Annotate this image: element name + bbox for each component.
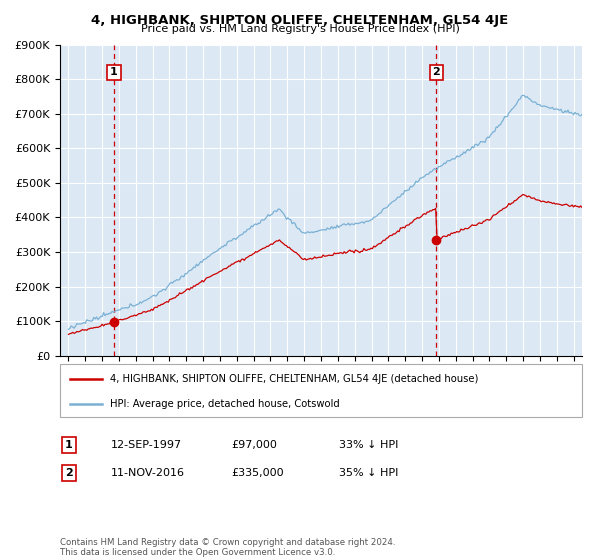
Text: 2: 2 xyxy=(433,67,440,77)
Text: 4, HIGHBANK, SHIPTON OLIFFE, CHELTENHAM, GL54 4JE (detached house): 4, HIGHBANK, SHIPTON OLIFFE, CHELTENHAM,… xyxy=(110,374,478,384)
Text: 2: 2 xyxy=(65,468,73,478)
Text: 35% ↓ HPI: 35% ↓ HPI xyxy=(339,468,398,478)
Text: 11-NOV-2016: 11-NOV-2016 xyxy=(111,468,185,478)
Text: 12-SEP-1997: 12-SEP-1997 xyxy=(111,440,182,450)
Text: 33% ↓ HPI: 33% ↓ HPI xyxy=(339,440,398,450)
FancyBboxPatch shape xyxy=(60,364,582,417)
Text: Contains HM Land Registry data © Crown copyright and database right 2024.
This d: Contains HM Land Registry data © Crown c… xyxy=(60,538,395,557)
Text: £97,000: £97,000 xyxy=(231,440,277,450)
Text: Price paid vs. HM Land Registry's House Price Index (HPI): Price paid vs. HM Land Registry's House … xyxy=(140,24,460,34)
Text: 4, HIGHBANK, SHIPTON OLIFFE, CHELTENHAM, GL54 4JE: 4, HIGHBANK, SHIPTON OLIFFE, CHELTENHAM,… xyxy=(91,14,509,27)
Text: £335,000: £335,000 xyxy=(231,468,284,478)
Text: 1: 1 xyxy=(65,440,73,450)
Text: HPI: Average price, detached house, Cotswold: HPI: Average price, detached house, Cots… xyxy=(110,399,340,409)
Text: 1: 1 xyxy=(110,67,118,77)
